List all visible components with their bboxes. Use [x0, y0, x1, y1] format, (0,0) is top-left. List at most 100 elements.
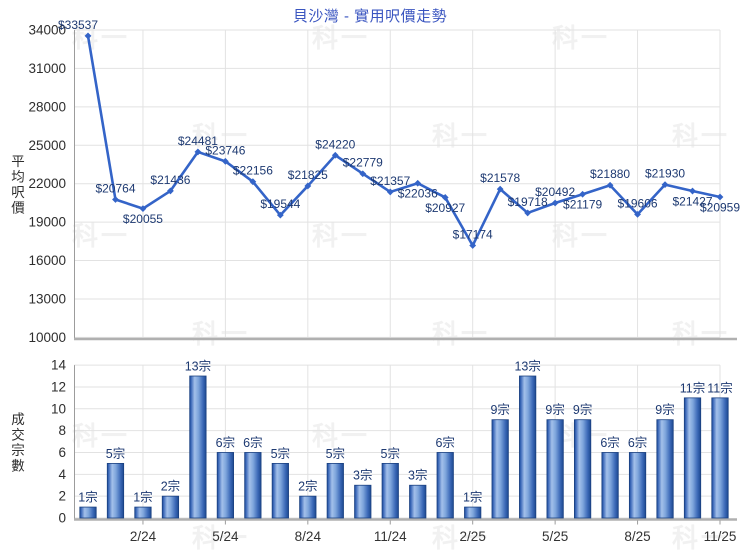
volume-bar-label: 1宗	[78, 490, 97, 505]
price-point-label: $20764	[95, 182, 135, 196]
volume-bar	[409, 484, 427, 519]
price-point-label: $21357	[370, 174, 410, 188]
volume-bar	[354, 484, 372, 519]
price-point-label: $24481	[178, 134, 218, 148]
volume-bar	[574, 419, 592, 519]
x-tick-label: 8/24	[295, 529, 322, 544]
price-axis-title: 平均呎價	[9, 154, 24, 216]
svg-text:6: 6	[58, 445, 66, 460]
volume-bar-label: 5宗	[271, 446, 290, 461]
x-tick-label: 11/25	[704, 529, 737, 544]
line-marker	[139, 205, 147, 213]
line-marker	[524, 209, 532, 217]
svg-text:34000: 34000	[28, 23, 66, 38]
price-point-label: $19606	[618, 196, 658, 210]
volume-bar-label: 6宗	[216, 435, 235, 450]
volume-bar	[464, 506, 482, 519]
price-point-label: $21427	[672, 195, 712, 209]
svg-text:16000: 16000	[28, 253, 66, 268]
line-marker	[716, 193, 724, 201]
price-line-series	[84, 32, 724, 249]
volume-bar-label: 6宗	[600, 435, 619, 450]
line-marker	[249, 178, 257, 186]
volume-bar-label: 9宗	[573, 402, 592, 417]
volume-bar-label: 1宗	[463, 490, 482, 505]
svg-text:13000: 13000	[28, 291, 66, 306]
x-tick-label: 5/24	[212, 529, 239, 544]
volume-bar	[134, 506, 152, 519]
volume-bar-label: 5宗	[106, 446, 125, 461]
volume-bar-label: 3宗	[353, 468, 372, 483]
price-point-label: $19544	[260, 197, 300, 211]
volume-bar-label: 2宗	[161, 479, 180, 494]
line-marker	[496, 185, 504, 193]
line-marker	[386, 188, 394, 196]
chart-title: 貝沙灣 - 實用呎價走勢	[292, 8, 448, 25]
volume-bar	[299, 495, 317, 519]
volume-bar-label: 3宗	[408, 468, 427, 483]
svg-text:14: 14	[51, 358, 67, 373]
volume-bar-label: 9宗	[490, 402, 509, 417]
volume-bar	[546, 419, 564, 519]
volume-bar-label: 1宗	[133, 490, 152, 505]
price-point-label: $22036	[398, 187, 438, 201]
price-point-label: $33537	[58, 18, 98, 32]
price-point-label: $20492	[535, 185, 575, 199]
volume-bar	[271, 462, 289, 519]
svg-text:10: 10	[51, 401, 66, 416]
volume-bar	[656, 419, 674, 519]
line-marker	[606, 181, 614, 189]
line-marker	[304, 182, 312, 190]
price-point-label: $21930	[645, 167, 685, 181]
price-point-label: $21578	[480, 171, 520, 185]
volume-bar-label: 2宗	[298, 479, 317, 494]
volume-bar	[519, 375, 537, 519]
volume-bar-label: 6宗	[243, 435, 262, 450]
svg-text:2: 2	[58, 489, 66, 504]
y-tick-labels: 34000 31000 28000 25000 22000 19000 16000 13000…	[28, 23, 66, 526]
volume-bar	[216, 452, 234, 519]
line-marker	[331, 151, 339, 159]
volume-bar-labels: 1宗 5宗 1宗 2宗 13宗 6宗 6宗 5宗 2宗 5宗 3宗 5宗 3宗 6宗 1宗 9宗 13宗 9宗 9宗…	[78, 359, 732, 505]
price-point-label: $21825	[288, 168, 328, 182]
volume-axis-title: 成交宗數	[9, 412, 24, 474]
price-point-label: $21436	[150, 173, 190, 187]
line-marker	[661, 181, 669, 188]
volume-bar-label: 13宗	[514, 359, 540, 374]
volume-bar	[491, 419, 509, 519]
line-marker	[414, 179, 422, 187]
price-point-label: $20055	[123, 212, 163, 226]
x-tick-label: 5/25	[542, 529, 568, 544]
volume-bar	[244, 452, 262, 519]
svg-text:19000: 19000	[28, 215, 66, 230]
volume-bar	[326, 462, 344, 519]
x-tick-label: 11/24	[374, 529, 407, 544]
line-marker	[194, 148, 202, 156]
price-point-label: $21880	[590, 167, 630, 181]
line-marker	[579, 190, 587, 198]
svg-text:22000: 22000	[28, 176, 66, 191]
x-tick-labels: 2/24 5/24 8/24 11/24 2/25 5/25 8/25 11/25	[130, 529, 737, 544]
volume-bar	[628, 452, 647, 519]
volume-bar-label: 13宗	[185, 359, 211, 374]
svg-text:12: 12	[51, 379, 66, 394]
volume-bar-label: 11宗	[680, 380, 705, 395]
volume-bar	[106, 462, 125, 519]
line-marker	[276, 211, 284, 219]
volume-bar-label: 6宗	[628, 435, 647, 450]
line-marker	[634, 210, 641, 218]
volume-bar-series	[79, 375, 729, 519]
volume-bar	[161, 495, 180, 519]
volume-bar-label: 5宗	[381, 446, 400, 461]
svg-text:28000: 28000	[28, 99, 66, 114]
price-point-label: $23746	[205, 143, 245, 157]
volume-bar	[79, 506, 97, 519]
line-marker	[551, 199, 559, 207]
line-marker	[221, 157, 229, 165]
svg-text:8: 8	[58, 423, 66, 438]
price-point-label: $19718	[508, 195, 548, 209]
volume-bar-label: 11宗	[707, 380, 732, 395]
volume-bar	[189, 375, 207, 519]
